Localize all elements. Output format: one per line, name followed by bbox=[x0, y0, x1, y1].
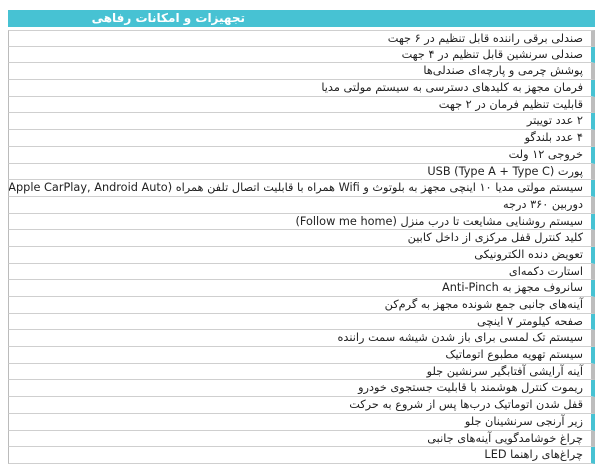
table-row: سیستم روشنایی مشایعت تا درب منزل (Follow… bbox=[8, 213, 595, 231]
table-row: پوشش چرمی و پارچه‌ای صندلی‌ها bbox=[8, 63, 595, 81]
table-row: صندلی سرنشین قابل تنظیم در ۴ جهت bbox=[8, 46, 595, 64]
table-row: سیستم مولتی مدیا ۱۰ اینچی مجهز به بلوتوث… bbox=[8, 180, 595, 197]
table-row: سیستم تهویه مطبوع اتوماتیک bbox=[8, 347, 595, 364]
table-body: صندلی برقی راننده قابل تنظیم در ۶ جهت صند… bbox=[8, 30, 595, 464]
table-row: صندلی برقی راننده قابل تنظیم در ۶ جهت bbox=[8, 30, 595, 47]
table-row: سیستم تک لمسی برای باز شدن شیشه سمت رانن… bbox=[8, 330, 595, 348]
table-row: قابلیت تنظیم فرمان در ۲ جهت bbox=[8, 96, 595, 114]
table-row: صفحه کیلومتر ۷ اینچی bbox=[8, 313, 595, 331]
table-header: تجهیزات و امکانات رفاهی bbox=[8, 10, 595, 27]
table-row: آینه آرایشی آفتابگیر سرنشین جلو bbox=[8, 363, 595, 381]
table-row: آینه‌های جانبی جمع شونده مجهز به گرم‌کن bbox=[8, 297, 595, 314]
table-row: تعویض دنده الکترونیکی bbox=[8, 246, 595, 264]
table-row: چراغ‌های راهنما LED bbox=[8, 447, 595, 464]
table-row: سانروف مجهز به Anti-Pinch bbox=[8, 280, 595, 297]
table-row: قفل شدن اتوماتیک درب‌ها پس از شروع به حر… bbox=[8, 397, 595, 414]
table-row: خروجی ۱۲ ولت bbox=[8, 146, 595, 164]
table-row: فرمان مجهز به کلیدهای دسترسی به سیستم مو… bbox=[8, 80, 595, 97]
features-table: تجهیزات و امکانات رفاهی صندلی برقی رانند… bbox=[8, 10, 595, 464]
table-row: پورت USB (Type A + Type C) bbox=[8, 163, 595, 181]
table-row: ۴ عدد بلندگو bbox=[8, 130, 595, 147]
table-row: دوربین ۳۶۰ درجه bbox=[8, 196, 595, 214]
table-row: استارت دکمه‌ای bbox=[8, 263, 595, 281]
table-row: ۲ عدد توییتر bbox=[8, 113, 595, 131]
table-row: کلید کنترل قفل مرکزی از داخل کابین bbox=[8, 230, 595, 247]
table-row: ریموت کنترل هوشمند با قابلیت جستجوی خودر… bbox=[8, 380, 595, 398]
table-row: زیر آرنجی سرنشینان جلو bbox=[8, 413, 595, 431]
table-row: چراغ خوشامدگویی آینه‌های جانبی bbox=[8, 430, 595, 448]
